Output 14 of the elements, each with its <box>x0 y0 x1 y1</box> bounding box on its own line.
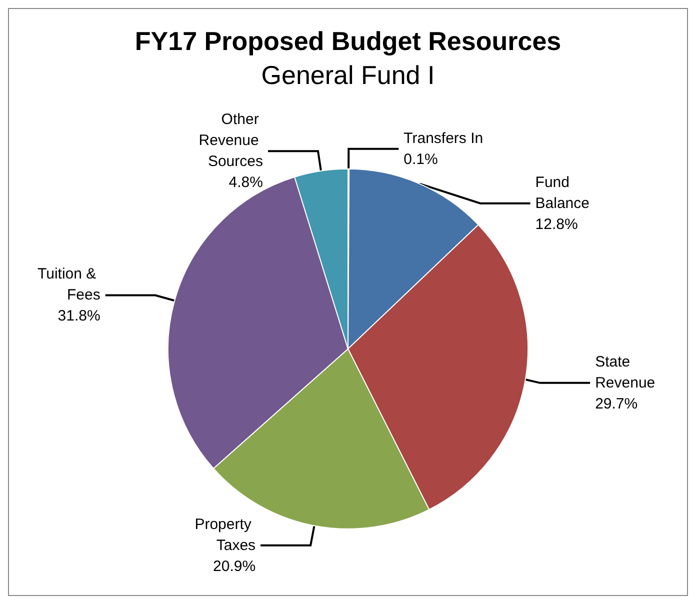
slice-label: Other Revenue Sources <box>198 111 263 170</box>
slice-label: Transfers In <box>404 130 484 147</box>
slice-label: State Revenue <box>595 353 656 392</box>
chart-subtitle: General Fund I <box>261 60 435 90</box>
data-label: 12.8% <box>535 216 578 233</box>
data-label: 29.7% <box>595 395 638 412</box>
data-label: 4.8% <box>228 174 263 192</box>
data-label: 20.9% <box>213 558 256 575</box>
slice-label: Fund Balance <box>535 174 590 212</box>
chart-title: FY17 Proposed Budget Resources <box>134 26 562 56</box>
data-label: 31.8% <box>58 308 100 325</box>
slice-label: Property Taxes <box>194 516 256 554</box>
slice-label: Tuition & Fees <box>38 266 100 304</box>
data-label: 0.1% <box>404 150 438 168</box>
